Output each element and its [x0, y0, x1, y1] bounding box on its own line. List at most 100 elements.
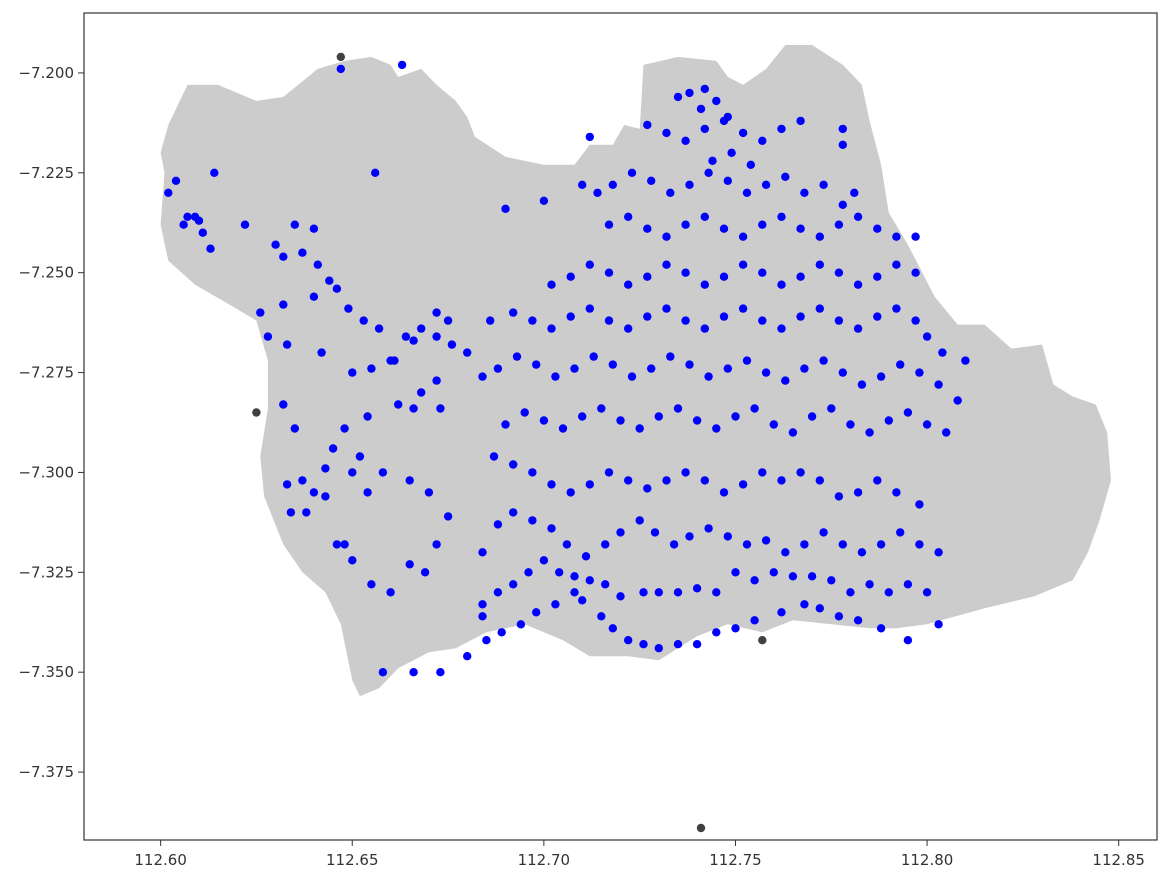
data-point	[378, 468, 388, 477]
data-point	[662, 260, 671, 269]
data-point	[681, 136, 690, 145]
data-point	[616, 592, 625, 601]
data-point	[367, 580, 376, 589]
data-point	[650, 528, 660, 537]
data-point	[604, 268, 614, 277]
data-point	[325, 276, 334, 285]
data-point	[332, 540, 342, 549]
data-point	[815, 604, 824, 613]
data-point	[643, 272, 652, 281]
data-point	[673, 588, 683, 597]
data-point	[712, 96, 721, 106]
data-point	[562, 540, 572, 549]
data-point	[539, 196, 549, 205]
data-point	[486, 316, 495, 325]
data-point	[777, 124, 786, 134]
data-point	[662, 476, 671, 485]
data-point	[777, 212, 786, 221]
data-point	[723, 364, 732, 373]
data-point	[685, 180, 694, 189]
data-point	[742, 188, 752, 197]
data-point	[876, 624, 886, 633]
data-point	[509, 580, 518, 589]
data-point	[378, 668, 388, 677]
data-point	[624, 636, 633, 645]
data-point	[566, 312, 575, 321]
data-point	[700, 84, 709, 94]
data-point	[566, 488, 575, 497]
data-point	[578, 412, 587, 421]
x-tick-label: 112.70	[518, 851, 571, 869]
data-point	[781, 548, 790, 557]
data-point	[761, 180, 771, 189]
data-point	[321, 464, 330, 473]
data-point	[853, 280, 863, 289]
x-tick-label: 112.60	[134, 851, 187, 869]
data-point	[328, 444, 338, 453]
data-point	[838, 124, 847, 134]
data-point	[290, 220, 299, 229]
data-point	[332, 284, 342, 293]
data-point	[865, 580, 874, 589]
data-point	[934, 620, 943, 629]
data-point	[570, 364, 579, 373]
data-point	[547, 280, 556, 289]
data-point	[497, 628, 506, 637]
data-point	[309, 224, 319, 233]
data-point	[482, 636, 491, 645]
data-point	[489, 452, 499, 461]
data-point	[846, 420, 855, 429]
data-point	[704, 372, 713, 381]
data-point	[520, 408, 529, 417]
data-point	[405, 476, 414, 485]
y-tick-label: −7.200	[18, 64, 74, 82]
data-point	[719, 488, 729, 497]
data-point	[719, 224, 729, 233]
x-tick-label: 112.75	[709, 851, 762, 869]
data-point	[405, 560, 414, 569]
data-point	[604, 468, 614, 477]
data-point	[915, 540, 924, 549]
data-point	[298, 476, 307, 485]
data-point	[194, 216, 204, 225]
data-point	[892, 260, 901, 269]
data-point	[585, 576, 594, 585]
data-point	[834, 612, 844, 621]
data-point	[463, 652, 472, 661]
data-point	[394, 400, 403, 409]
data-point	[256, 308, 265, 317]
data-point	[857, 380, 867, 389]
data-point	[942, 428, 951, 437]
data-point	[712, 628, 721, 637]
data-point	[700, 280, 709, 289]
data-point	[551, 372, 560, 381]
data-point	[509, 508, 518, 517]
data-point	[547, 524, 556, 533]
data-point	[443, 316, 453, 325]
data-point	[815, 260, 824, 269]
data-point	[302, 508, 311, 517]
data-point	[528, 468, 537, 477]
data-point	[608, 624, 617, 633]
data-point	[409, 336, 418, 345]
data-point	[669, 540, 679, 549]
data-point	[903, 580, 913, 589]
data-point	[731, 624, 740, 633]
data-point	[781, 172, 790, 181]
data-point	[815, 304, 824, 313]
data-point	[738, 260, 748, 269]
data-point	[853, 324, 863, 333]
data-point	[432, 332, 441, 341]
data-point	[850, 188, 859, 197]
data-point	[807, 412, 817, 421]
data-point	[838, 368, 847, 377]
data-point	[681, 268, 690, 277]
data-point	[692, 416, 702, 425]
y-tick-label: −7.375	[18, 763, 74, 781]
data-point	[340, 540, 349, 549]
data-point	[819, 180, 828, 189]
data-point	[524, 568, 533, 577]
data-point	[355, 452, 365, 461]
data-point	[401, 332, 411, 341]
y-axis: −7.200 −7.225 −7.250 −7.275 −7.300 −7.325 −7.3…	[18, 64, 84, 781]
